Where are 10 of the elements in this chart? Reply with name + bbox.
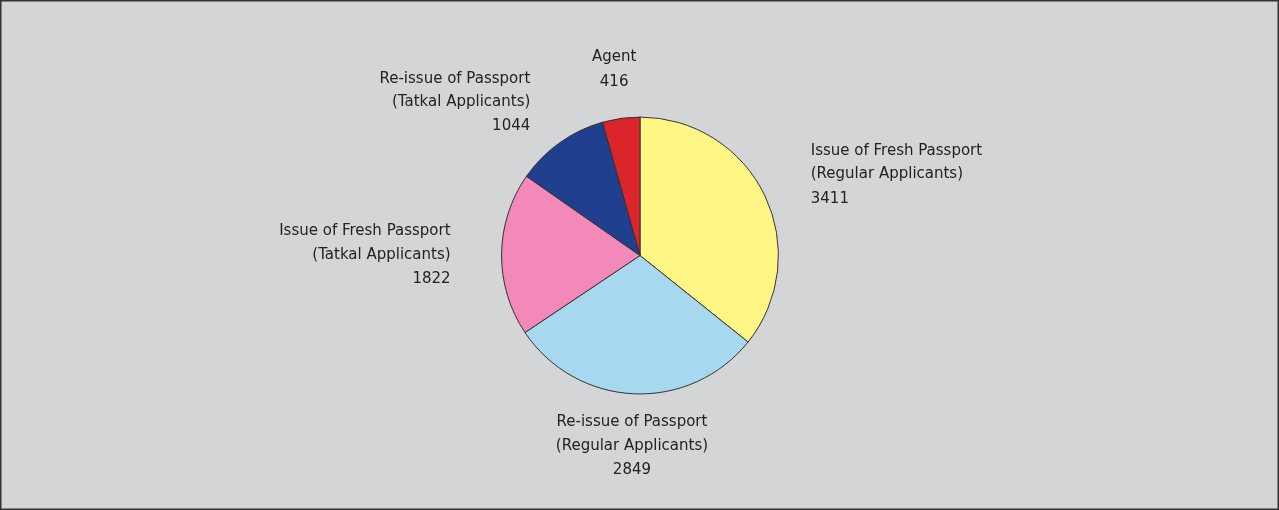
- data-label: 416: [599, 71, 629, 90]
- slice-label: Issue of Fresh Passport (Regular Applicants): [810, 141, 983, 183]
- slice-label: Re-issue of Passport (Tatkal Applicants): [379, 68, 531, 111]
- data-label: 1044: [492, 116, 531, 135]
- data-label: 3411: [810, 188, 849, 207]
- data-label: 1822: [412, 269, 451, 288]
- slice-label: Issue of Fresh Passport (Tatkal Applicants): [279, 221, 451, 263]
- data-label: 2849: [612, 460, 652, 479]
- slice-label: Re-issue of Passport (Regular Applicants): [555, 412, 709, 454]
- slice-label: Agent: [591, 47, 637, 66]
